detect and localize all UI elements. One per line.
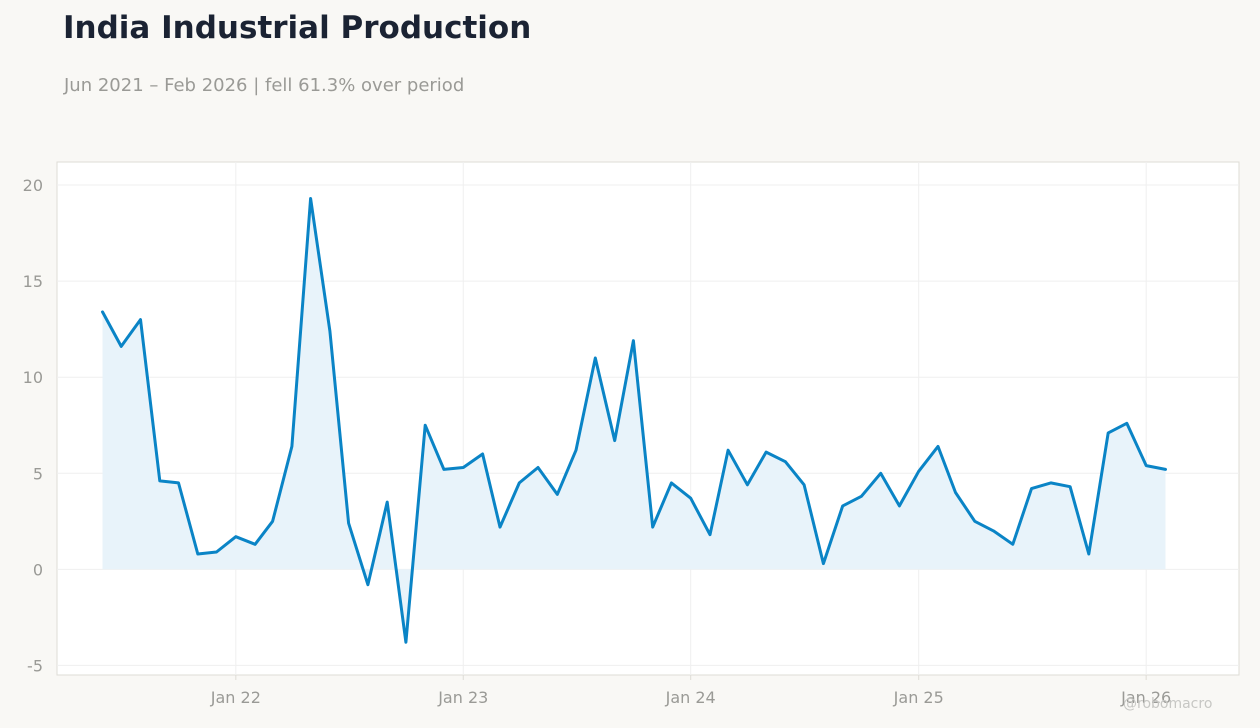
- x-tick-label: Jan 25: [893, 688, 944, 707]
- y-tick-label: 20: [23, 176, 43, 195]
- x-tick-label: Jan 26: [1120, 688, 1171, 707]
- y-tick-label: 10: [23, 368, 43, 387]
- x-tick-label: Jan 23: [437, 688, 488, 707]
- y-tick-label: 0: [33, 560, 43, 579]
- series-line-layer: [101, 197, 1167, 644]
- chart-subtitle: Jun 2021 – Feb 2026 | fell 61.3% over pe…: [64, 75, 465, 96]
- area-fill: [102, 198, 1166, 643]
- x-axis-ticks: Jan 22 Jan 23 Jan 24 Jan 25 Jan 26: [210, 675, 1171, 707]
- chart-title: India Industrial Production: [63, 10, 532, 46]
- watermark: @robomacro: [1123, 696, 1213, 712]
- y-tick-label: 15: [23, 272, 43, 291]
- y-tick-label: 5: [33, 464, 43, 483]
- y-axis-ticks: -5 0 5 10 15 20: [23, 176, 43, 675]
- area-fill-layer: [102, 198, 1166, 643]
- grid-lines: [57, 162, 1239, 675]
- plot-area: [56, 161, 1240, 676]
- series-line: [101, 197, 1167, 644]
- x-tick-label: Jan 24: [665, 688, 716, 707]
- y-tick-label: -5: [27, 656, 43, 675]
- x-tick-label: Jan 22: [210, 688, 261, 707]
